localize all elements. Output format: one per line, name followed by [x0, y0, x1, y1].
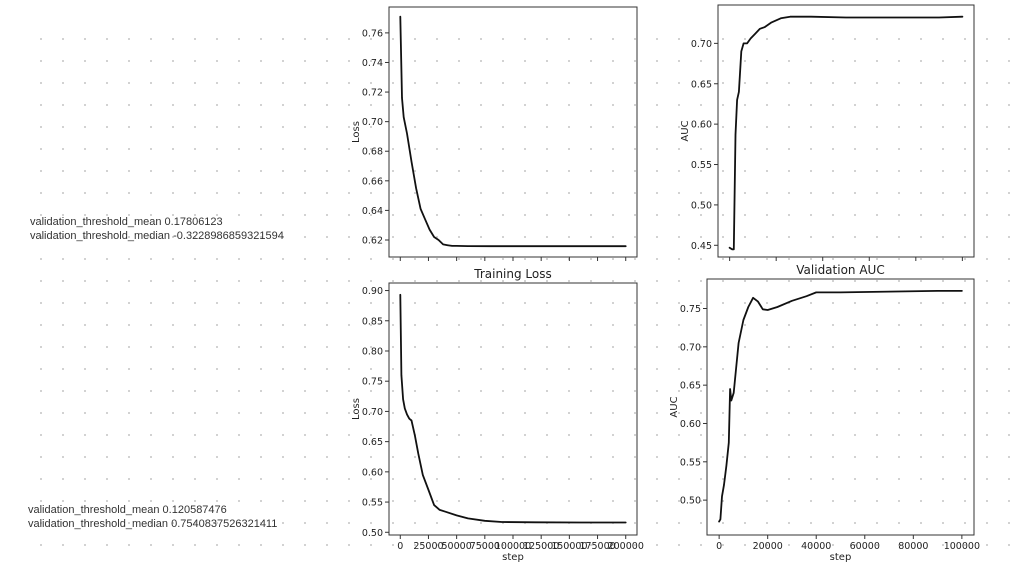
y-tick-label: 0.64 — [362, 206, 383, 217]
x-tick-label: 150000 — [551, 541, 587, 552]
y-axis-label: AUC — [669, 396, 680, 417]
chart-3: 0.50 0.55 0.60 0.65 0.70 0.75 0.80 0.85 0.90 0 250… — [351, 267, 644, 563]
x-tick-label: 200000 — [608, 541, 644, 552]
plot-frame — [717, 4, 975, 258]
y-tick-label: 0.75 — [680, 304, 701, 315]
y-tick-label: 0.90 — [362, 286, 383, 297]
y-tick-label: 0.75 — [362, 377, 383, 388]
note-value: 0.17806123 — [164, 216, 223, 228]
note-line: validation_threshold_mean 0.120587476 — [28, 503, 277, 517]
y-tick-label: 0.60 — [362, 467, 383, 478]
x-tick-label: 100000 — [944, 541, 980, 552]
plot-frame — [388, 282, 638, 536]
y-tick-label: 0.55 — [691, 160, 712, 171]
note-key: validation_threshold_mean — [28, 504, 160, 516]
chart-title: Training Loss — [473, 267, 551, 281]
x-axis-label: step — [830, 552, 852, 563]
series-line — [718, 289, 963, 523]
y-tick-label: 0.65 — [680, 381, 701, 392]
chart-4: 0.50 0.55 0.60 0.65 0.70 0.75 0 20000 40000 60000… — [669, 263, 980, 563]
series-line — [399, 15, 627, 248]
y-tick-label: 0.70 — [362, 407, 383, 418]
x-tick-label: 40000 — [801, 541, 831, 552]
plot-frame — [388, 6, 638, 258]
y-tick-label: 0.60 — [691, 120, 712, 131]
y-axis-label: AUC — [680, 120, 691, 141]
y-tick-label: 0.68 — [362, 147, 383, 158]
plot-frame — [706, 278, 975, 536]
y-tick-label: 0.80 — [362, 346, 383, 357]
y-tick-label: 0.50 — [362, 528, 383, 539]
y-axis-label: Loss — [351, 121, 362, 143]
note-value: 0.120587476 — [162, 504, 227, 516]
x-tick-label: 20000 — [753, 541, 783, 552]
y-tick-label: 0.50 — [680, 496, 701, 507]
x-tick-label: 125000 — [523, 541, 559, 552]
y-axis-label: Loss — [351, 398, 362, 420]
chart-2: 0.45 0.50 0.55 0.60 0.65 0.70 AUC — [680, 4, 975, 261]
note-key: validation_threshold_median — [30, 230, 171, 242]
note-key: validation_threshold_median — [28, 518, 169, 530]
note-key: validation_threshold_mean — [30, 216, 162, 228]
x-tick-label: 175000 — [579, 541, 615, 552]
x-tick-label: 50000 — [442, 541, 472, 552]
y-tick-label: 0.65 — [362, 437, 383, 448]
note-line: validation_threshold_median 0.7540837526… — [28, 517, 277, 531]
y-tick-label: 0.50 — [691, 200, 712, 211]
note-line: validation_threshold_mean 0.17806123 — [30, 215, 284, 229]
x-tick-label: 60000 — [850, 541, 880, 552]
y-tick-label: 0.66 — [362, 176, 383, 187]
y-tick-label: 0.60 — [680, 419, 701, 430]
note-group-1: validation_threshold_mean 0.17806123 val… — [30, 215, 284, 243]
x-tick-label: 75000 — [470, 541, 500, 552]
x-tick-label: 100000 — [495, 541, 531, 552]
x-axis-label: step — [502, 552, 524, 563]
note-group-2: validation_threshold_mean 0.120587476 va… — [28, 503, 277, 531]
y-tick-label: 0.45 — [691, 241, 712, 252]
note-line: validation_threshold_median -0.322898685… — [30, 229, 284, 243]
chart-title: Validation AUC — [796, 263, 884, 277]
y-tick-label: 0.55 — [362, 498, 383, 509]
y-tick-label: 0.85 — [362, 316, 383, 327]
x-tick-label: 25000 — [413, 541, 443, 552]
y-tick-label: 0.65 — [691, 79, 712, 90]
y-tick-label: 0.62 — [362, 235, 383, 246]
y-tick-label: 0.70 — [680, 342, 701, 353]
x-tick-label: 0 — [716, 541, 722, 552]
y-tick-label: 0.70 — [691, 39, 712, 50]
y-tick-label: 0.74 — [362, 58, 383, 69]
series-line — [399, 293, 627, 524]
x-tick-label: 0 — [397, 541, 403, 552]
y-tick-label: 0.76 — [362, 28, 383, 39]
chart-1: 0.62 0.64 0.66 0.68 0.70 0.72 0.74 0.76 Loss — [351, 6, 638, 261]
x-tick-label: 80000 — [898, 541, 928, 552]
y-tick-label: 0.70 — [362, 117, 383, 128]
note-value: -0.3228986859321594 — [173, 230, 284, 242]
y-tick-label: 0.72 — [362, 88, 383, 99]
y-tick-label: 0.55 — [680, 457, 701, 468]
note-value: 0.7540837526321411 — [171, 518, 278, 530]
series-line — [728, 15, 964, 251]
